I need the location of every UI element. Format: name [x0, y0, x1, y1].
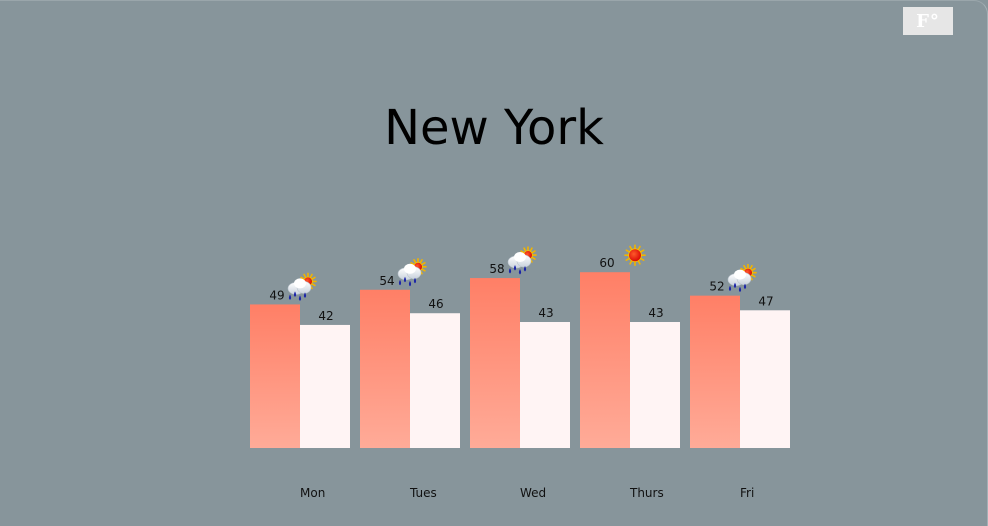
rain-sun-icon [507, 246, 537, 275]
unit-toggle-button[interactable]: F° [903, 7, 953, 35]
high-temp-bar [580, 272, 630, 448]
low-temp-bar [740, 310, 790, 448]
high-temp-label: 58 [489, 262, 504, 276]
high-temp-bar [690, 295, 740, 448]
city-title: New York [384, 100, 604, 156]
low-temp-bar [300, 324, 350, 448]
high-temp-bar [250, 304, 300, 448]
rain-sun-icon [397, 257, 427, 287]
high-temp-label: 49 [269, 288, 284, 302]
low-temp-label: 43 [538, 306, 553, 320]
low-temp-label: 43 [648, 306, 663, 320]
high-temp-bar [470, 278, 520, 448]
high-temp-label: 60 [599, 256, 614, 270]
low-temp-label: 46 [428, 297, 443, 311]
day-label: Tues [409, 486, 437, 500]
low-temp-bar [410, 313, 460, 448]
rain-sun-icon [727, 263, 757, 293]
low-temp-label: 47 [758, 294, 773, 308]
rain-sun-icon [287, 272, 317, 301]
high-temp-bar [360, 289, 410, 448]
high-temp-label: 54 [379, 274, 394, 288]
low-temp-bar [630, 322, 680, 448]
day-label: Thurs [629, 486, 664, 500]
low-temp-label: 42 [318, 309, 333, 323]
low-temp-bar [520, 322, 570, 448]
day-label: Mon [300, 486, 325, 500]
high-temp-label: 52 [709, 280, 724, 294]
day-label: Wed [520, 486, 546, 500]
sun-icon [624, 244, 646, 267]
day-label: Fri [740, 486, 754, 500]
